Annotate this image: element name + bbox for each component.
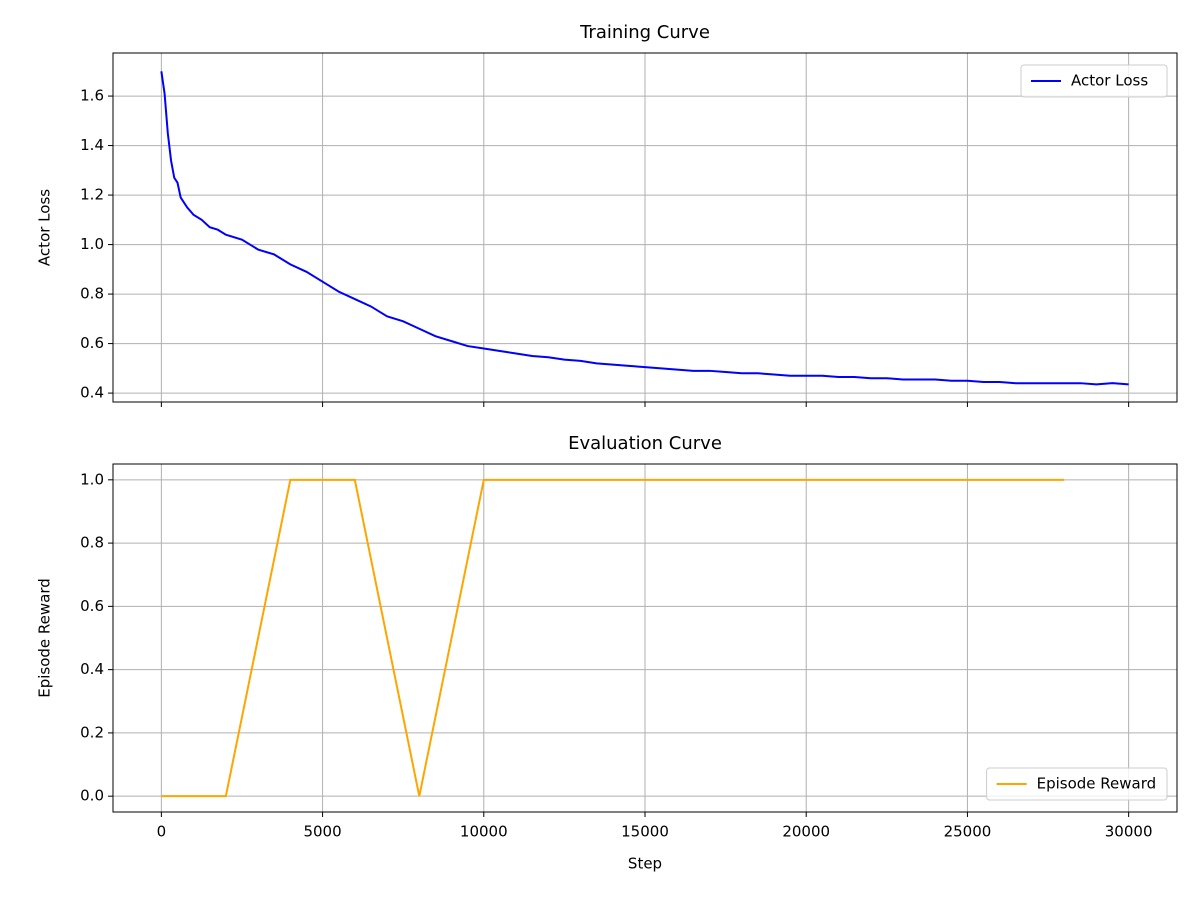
y-axis-label: Episode Reward — [36, 578, 54, 698]
x-tick-label: 5000 — [303, 823, 341, 841]
y-tick-label: 1.4 — [80, 136, 104, 154]
x-tick-label: 15000 — [621, 823, 669, 841]
axes-frame — [112, 463, 1178, 813]
legend-label: Actor Loss — [1071, 72, 1148, 90]
y-tick-label: 1.0 — [80, 470, 104, 488]
y-tick-label: 0.4 — [80, 660, 104, 678]
chart-title: Evaluation Curve — [568, 433, 722, 454]
x-tick-label: 25000 — [944, 823, 992, 841]
x-tick-label: 10000 — [460, 823, 508, 841]
x-tick-label: 0 — [157, 823, 167, 841]
axes-frame — [112, 52, 1178, 403]
y-tick-label: 0.2 — [80, 723, 104, 741]
legend-frame — [1020, 64, 1168, 98]
y-tick-label: 0.0 — [80, 787, 104, 805]
y-tick-label: 0.6 — [80, 334, 104, 352]
y-tick-label: 0.6 — [80, 597, 104, 615]
y-tick-label: 1.6 — [80, 87, 104, 105]
chart-title: Training Curve — [579, 22, 710, 43]
x-axis-label: Step — [628, 855, 662, 873]
data-line — [160, 71, 1129, 386]
y-tick-label: 0.4 — [80, 384, 104, 402]
y-tick-label: 0.8 — [80, 534, 104, 552]
x-tick-label: 30000 — [1105, 823, 1153, 841]
y-tick-label: 1.2 — [80, 186, 104, 204]
legend-label: Episode Reward — [1037, 775, 1157, 793]
y-tick-label: 0.8 — [80, 285, 104, 303]
y-axis-label: Actor Loss — [36, 189, 54, 266]
legend-frame — [986, 767, 1168, 801]
y-tick-label: 1.0 — [80, 235, 104, 253]
data-line — [161, 478, 1065, 798]
x-tick-label: 20000 — [782, 823, 830, 841]
